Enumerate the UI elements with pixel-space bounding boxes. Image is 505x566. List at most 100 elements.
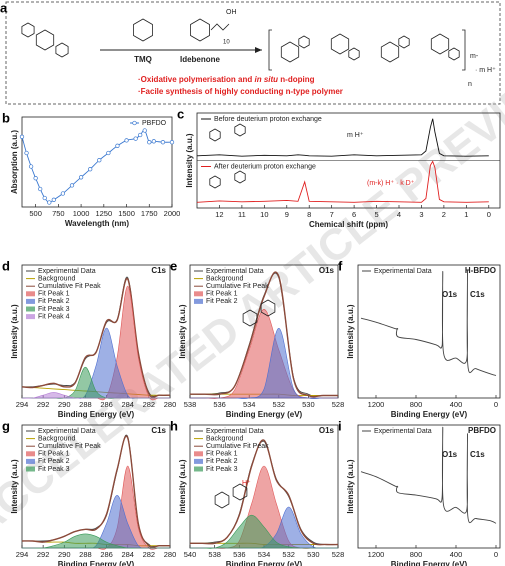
y-axis-label: Intensity (a.u.): [185, 133, 194, 188]
x-tick-label: 538: [184, 400, 197, 409]
x-tick-label: 530: [302, 400, 315, 409]
annotation: m H⁺: [347, 132, 364, 139]
x-tick-label: 0: [494, 400, 498, 409]
annotation: (m-k) H⁺ · k D⁺: [367, 180, 415, 187]
marker: [97, 158, 102, 163]
marker: [138, 132, 143, 138]
legend-swatch: [194, 451, 203, 457]
x-tick-label: 7: [330, 210, 334, 219]
x-tick-label: 400: [450, 550, 463, 559]
x-tick-label: 12: [215, 210, 223, 219]
x-tick-label: 1200: [368, 400, 385, 409]
watermark: ACCELERATED ARTICLE PREVIEW: [0, 49, 505, 547]
marker: [124, 138, 129, 143]
ring: [398, 35, 410, 49]
series-line: [190, 271, 338, 398]
marker: [19, 134, 25, 139]
charge: m-: [470, 53, 479, 60]
x-tick-label: 540: [184, 550, 197, 559]
x-tick-label: 1750: [141, 209, 158, 218]
legend-swatch: [194, 291, 203, 297]
series-line: [21, 435, 170, 549]
x-tick-label: 2: [442, 210, 446, 219]
peak-label: C1s: [470, 290, 485, 299]
legend-label: Fit Peak 3: [38, 306, 70, 313]
legend-swatch: [26, 466, 35, 472]
legend-swatch: [26, 306, 35, 312]
x-tick-label: 534: [243, 400, 256, 409]
legend-label: Fit Peak 1: [206, 291, 238, 298]
fit-area: [190, 327, 338, 399]
x-tick-label: 500: [29, 209, 42, 218]
legend-label: Experimental Data: [374, 268, 432, 275]
chart-title: C1s: [151, 266, 166, 275]
legend-swatch: [26, 314, 35, 320]
ring: [348, 47, 360, 61]
legend-label: Experimental Data: [206, 268, 264, 275]
x-tick-label: 750: [52, 209, 65, 218]
ring: [280, 41, 300, 63]
x-axis-label: Binding Energy (eV): [391, 410, 468, 419]
x-tick-label: 538: [208, 550, 221, 559]
ring: [430, 33, 450, 55]
x-tick-label: 1: [464, 210, 468, 219]
panel-letter: c: [177, 106, 184, 121]
series-line: [21, 278, 171, 399]
reagent-label: TMQ: [134, 55, 152, 64]
marker: [169, 140, 175, 145]
bullet-part: in situ: [254, 75, 278, 84]
x-tick-label: 534: [258, 550, 271, 559]
scheme: a TMQ Idebenone OH 10 m- · m H⁺ n ·Oxida…: [0, 0, 501, 105]
marker: [106, 150, 111, 156]
legend-label: Fit Peak 3: [38, 466, 70, 473]
legend-label: Background: [38, 275, 75, 282]
ring: [232, 483, 248, 501]
legend-label: Fit Peak 4: [38, 313, 70, 320]
series-line: [196, 160, 489, 203]
x-axis-label: Binding Energy (eV): [58, 560, 135, 566]
peak-label: C1s: [470, 450, 485, 459]
x-tick-label: 282: [143, 400, 156, 409]
x-tick-label: 9: [285, 210, 289, 219]
marker: [115, 143, 120, 148]
x-tick-label: 532: [282, 550, 295, 559]
x-axis-label: Binding Energy (eV): [58, 410, 135, 419]
panel-letter: b: [2, 110, 10, 125]
series-line: [189, 440, 339, 546]
legend-swatch: [26, 458, 35, 464]
marker: [33, 176, 38, 181]
x-axis-label: Binding Energy (eV): [391, 560, 468, 566]
marker: [60, 191, 66, 196]
fit-area: [189, 514, 338, 549]
x-tick-label: 1000: [73, 209, 90, 218]
ring: [260, 299, 276, 317]
marker: [38, 186, 43, 192]
legend-label: Experimental Data: [38, 428, 96, 435]
group-label: OH: [226, 9, 237, 16]
x-tick-label: 800: [410, 400, 423, 409]
x-tick-label: 528: [332, 550, 345, 559]
repeat-n: n: [468, 81, 472, 88]
ring: [133, 18, 153, 42]
x-tick-label: 11: [238, 210, 246, 219]
scheme-box: [5, 1, 501, 105]
x-tick-label: 1200: [368, 550, 385, 559]
x-tick-label: 280: [164, 400, 177, 409]
x-tick-label: 1250: [95, 209, 112, 218]
ring: [190, 18, 210, 42]
panel-letter: d: [2, 258, 10, 273]
ring: [234, 170, 246, 184]
x-tick-label: 284: [121, 400, 134, 409]
marker: [88, 167, 93, 172]
series-line: [360, 270, 497, 376]
ring: [380, 41, 400, 63]
ring: [448, 47, 460, 61]
x-tick-label: 3: [419, 210, 423, 219]
x-axis-label: Binding Energy (eV): [226, 410, 303, 419]
legend-label: Before deuterium proton exchange: [214, 116, 322, 123]
legend-label: Fit Peak 1: [38, 451, 70, 458]
ring: [209, 175, 221, 189]
legend-label: PBFDO: [142, 120, 167, 127]
legend-label: Fit Peak 2: [206, 458, 238, 465]
legend-label: After deuterium proton exchange: [214, 163, 316, 170]
